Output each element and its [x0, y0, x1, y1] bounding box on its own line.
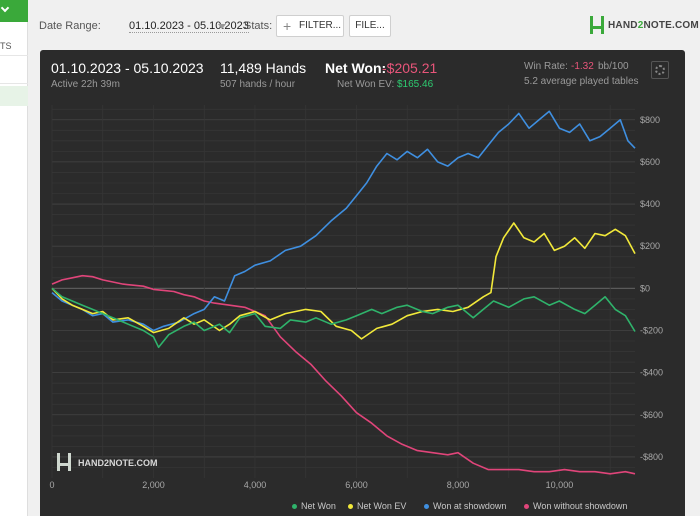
win-rate-unit: bb/100 [598, 61, 629, 72]
y-axis-ticks: $800 $600 $400 $200 $0 -$200 -$400 -$600 -$800 [640, 115, 663, 462]
filter-button[interactable]: + FILTER... [276, 15, 344, 37]
legend-dot [348, 504, 353, 510]
watermark-text: HAND2NOTE.COM [78, 458, 158, 468]
legend-dot [524, 504, 529, 510]
line-won-without-showdown [51, 274, 636, 475]
x-tick-label: 6,000 [345, 480, 368, 490]
stats-label: Stats: [244, 20, 273, 32]
watermark-bar-mid [60, 463, 68, 466]
summary-hands: 11,489 Hands [220, 60, 307, 76]
gear-icon [655, 65, 665, 75]
line-won-at-showdown [51, 110, 636, 332]
logo-text-b: NOTE.COM [643, 20, 699, 31]
date-range-select[interactable]: 01.10.2023 - 05.10.2023 [129, 20, 249, 33]
chevron-down-icon [0, 3, 10, 13]
chart-watermark: HAND2NOTE.COM [57, 453, 158, 471]
sidebar-item-active[interactable] [0, 86, 28, 106]
left-sidebar: TS [0, 0, 28, 516]
sidebar-item[interactable] [0, 62, 28, 84]
y-tick-label: -$800 [640, 452, 663, 462]
graph-panel: 01.10.2023 - 05.10.2023 Active 22h 39m 1… [40, 50, 685, 516]
toolbar: Date Range: 01.10.2023 - 05.10.2023 Stat… [28, 8, 700, 44]
win-rate-label: Win Rate: [524, 61, 568, 72]
net-won-ev-value: $165.46 [397, 79, 434, 90]
filter-button-label: FILTER... [299, 20, 342, 31]
plus-icon: + [283, 18, 292, 34]
y-tick-label: $200 [640, 241, 660, 251]
net-won-ev-label: Net Won EV: [337, 79, 395, 90]
file-button[interactable]: FILE... [349, 15, 391, 37]
legend-label: Net Won [301, 501, 336, 511]
settings-button[interactable] [651, 61, 669, 79]
legend-label: Won at showdown [433, 501, 507, 511]
y-tick-label: $400 [640, 199, 660, 209]
summary-hands-rate: 507 hands / hour [220, 79, 296, 90]
win-rate-value: -1.32 [571, 61, 594, 72]
sidebar-toggle[interactable] [0, 0, 28, 22]
summary-date-range: 01.10.2023 - 05.10.2023 [51, 60, 204, 76]
logo-text: HAND2NOTE.COM [608, 20, 699, 31]
net-won-value: -$205.21 [382, 60, 438, 76]
date-range-label: Date Range: [39, 20, 101, 32]
chart-series [51, 110, 636, 475]
summary-active-time: Active 22h 39m [51, 79, 120, 90]
legend-net-won[interactable]: Net Won [292, 501, 336, 511]
watermark-bar-right [68, 453, 71, 471]
x-tick-label: 2,000 [142, 480, 165, 490]
legend-net-won-ev[interactable]: Net Won EV [348, 501, 406, 511]
line-net-won-ev [51, 222, 636, 340]
sidebar-item-stats[interactable]: TS [0, 36, 28, 56]
x-tick-label: 10,000 [546, 480, 574, 490]
x-axis-ticks: 0 2,000 4,000 6,000 8,000 10,000 [49, 480, 573, 490]
y-tick-label: $0 [640, 283, 650, 293]
y-tick-label: -$400 [640, 368, 663, 378]
net-won-label: Net Won: [325, 60, 387, 76]
legend-won-without-showdown[interactable]: Won without showdown [524, 501, 627, 511]
y-tick-label: $600 [640, 157, 660, 167]
x-tick-label: 4,000 [244, 480, 267, 490]
x-tick-label: 0 [49, 480, 54, 490]
y-tick-label: -$200 [640, 325, 663, 335]
legend-label: Net Won EV [357, 501, 407, 511]
average-tables: 5.2 average played tables [524, 76, 639, 87]
watermark-bar-left [57, 453, 60, 471]
logo-text-a: HAND [608, 20, 638, 31]
logo-text-2: 2 [637, 20, 644, 31]
y-tick-label: -$600 [640, 410, 663, 420]
logo-mark-icon [590, 16, 604, 34]
legend-dot [292, 504, 297, 510]
y-tick-label: $800 [640, 115, 660, 125]
legend-dot [424, 504, 429, 510]
sidebar-item-label: TS [0, 41, 12, 51]
legend-label: Won without showdown [533, 501, 628, 511]
legend-won-at-showdown[interactable]: Won at showdown [424, 501, 506, 511]
chart-grid [51, 105, 635, 478]
caret-down-icon[interactable] [218, 24, 226, 29]
line-net-won [51, 287, 636, 349]
profit-line-chart: $800 $600 $400 $200 $0 -$200 -$400 -$600 -$800 0… [49, 105, 663, 490]
x-tick-label: 8,000 [447, 480, 470, 490]
